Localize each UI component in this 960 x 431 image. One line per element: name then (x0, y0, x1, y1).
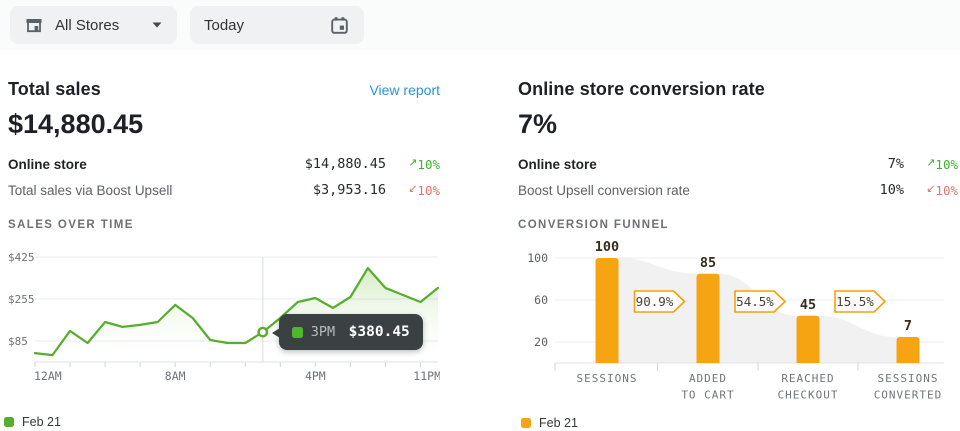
funnel-bar[interactable] (595, 258, 619, 363)
view-report-link[interactable]: View report (369, 82, 440, 98)
delta-value: 10% (417, 156, 440, 172)
tooltip-time: 3PM (310, 324, 336, 341)
x-tick-label: 11PM (413, 369, 440, 383)
arrow-up-icon: ↗ (926, 155, 936, 169)
hover-marker (257, 326, 269, 338)
breakdown-row-online-store: Online store 7% ↗10% (518, 151, 958, 177)
delta-badge: ↗10% (904, 155, 958, 172)
conversion-funnel-chart[interactable]: 100 60 20 100 85 45 7 90.9% 54.5% 15.5% SESSIONS AD… (518, 240, 958, 408)
storefront-icon (26, 19, 42, 33)
funnel-bar[interactable] (796, 315, 820, 363)
sales-chart-legend: Feb 21 (4, 415, 440, 429)
total-sales-header: Total sales View report (8, 79, 440, 101)
row-label: Boost Upsell conversion rate (518, 182, 690, 198)
date-range-button[interactable]: Today (190, 6, 364, 44)
funnel-chart-legend: Feb 21 (521, 416, 958, 430)
conversion-rate-title: Online store conversion rate (518, 79, 765, 99)
step-percentage-label: 54.5% (736, 294, 774, 309)
funnel-category-label: SESSIONS (878, 372, 939, 385)
delta-badge: ↗10% (386, 155, 440, 172)
topbar: All Stores Today (0, 0, 960, 50)
step-percentage-badge (834, 290, 886, 313)
chart-tooltip: 3PM $380.45 (271, 314, 423, 351)
row-value: 10% (879, 182, 904, 198)
y-tick-label: $85 (8, 335, 28, 348)
row-label: Total sales via Boost Upsell (8, 182, 173, 198)
conversion-rate-value: 7% (518, 109, 558, 139)
delta-badge: ↙10% (386, 181, 440, 198)
breakdown-row-boost-upsell: Total sales via Boost Upsell $3,953.16 ↙… (8, 177, 440, 203)
bar-value-label: 45 (800, 297, 816, 313)
y-tick-label: $255 (8, 293, 35, 306)
row-value: $14,880.45 (304, 156, 386, 172)
store-selector-button[interactable]: All Stores (10, 6, 177, 44)
legend-label: Feb 21 (539, 416, 578, 430)
arrow-down-icon: ↙ (926, 181, 936, 195)
step-percentage-badge (734, 290, 786, 313)
tooltip-value: $380.45 (348, 324, 410, 341)
delta-value: 10% (935, 182, 958, 198)
funnel-category-label: TO CART (681, 389, 734, 402)
bar-value-label: 7 (904, 318, 912, 334)
date-range-label: Today (204, 16, 245, 34)
legend-swatch-orange (521, 418, 531, 428)
delta-value: 10% (935, 156, 958, 172)
legend-label: Feb 21 (22, 415, 61, 429)
bar-value-label: 100 (595, 240, 619, 255)
arrow-down-icon: ↙ (408, 181, 418, 195)
y-tick-label: 60 (534, 293, 548, 307)
total-sales-card: Total sales View report $14,880.45 Onlin… (4, 50, 440, 430)
delta-badge: ↙10% (904, 181, 958, 198)
y-tick-label: 100 (527, 251, 548, 265)
conversion-funnel-heading: CONVERSION FUNNEL (518, 219, 669, 231)
total-sales-value: $14,880.45 (8, 109, 144, 139)
series-line (33, 266, 440, 357)
row-label: Online store (518, 156, 597, 172)
x-tick-label: 4PM (305, 369, 326, 383)
legend-swatch-green (4, 417, 14, 427)
arrow-up-icon: ↗ (408, 155, 418, 169)
funnel-bar[interactable] (896, 337, 920, 363)
funnel-category-label: SESSIONS (577, 372, 638, 385)
breakdown-row-online-store: Online store $14,880.45 ↗10% (8, 151, 440, 177)
conversion-funnel-svg[interactable]: 100 60 20 100 85 45 7 90.9% 54.5% 15.5% SESSIONS AD… (518, 240, 958, 408)
row-value: $3,953.16 (312, 182, 386, 198)
x-tick-label: 12AM (34, 369, 62, 383)
step-percentage-badge (633, 290, 686, 313)
funnel-category-label: CHECKOUT (778, 389, 839, 402)
sales-line-chart[interactable]: $425 $255 $85 12AM 8AM 4PM 11PM 3PM $380.45 (8, 240, 440, 390)
funnel-bar[interactable] (696, 273, 720, 363)
conversion-rate-card: Online store conversion rate 7% Online s… (518, 50, 958, 430)
step-percentage-label: 15.5% (836, 294, 874, 309)
row-value: 7% (887, 156, 904, 172)
delta-value: 10% (417, 182, 440, 198)
step-percentage-label: 90.9% (636, 294, 674, 309)
funnel-category-label: CONVERTED (874, 389, 943, 402)
conversion-rate-breakdown: Online store 7% ↗10% Boost Upsell conver… (518, 151, 958, 203)
funnel-category-label: REACHED (781, 372, 834, 385)
funnel-category-label: ADDED (689, 372, 727, 385)
sales-over-time-heading: SALES OVER TIME (8, 219, 134, 231)
total-sales-title: Total sales (8, 79, 101, 99)
breakdown-row-boost-upsell: Boost Upsell conversion rate 10% ↙10% (518, 177, 958, 203)
y-tick-label: 20 (534, 335, 548, 349)
dashboard-content: Total sales View report $14,880.45 Onlin… (0, 50, 960, 430)
row-label: Online store (8, 156, 87, 172)
y-tick-label: $425 (8, 251, 35, 264)
calendar-icon (331, 16, 348, 34)
chevron-down-icon (152, 22, 162, 28)
tooltip-series-swatch (291, 326, 303, 338)
total-sales-breakdown: Online store $14,880.45 ↗10% Total sales… (8, 151, 440, 203)
bar-value-label: 85 (700, 255, 716, 271)
conversion-rate-header: Online store conversion rate (518, 79, 958, 101)
x-tick-label: 8AM (165, 369, 186, 383)
store-selector-label: All Stores (55, 16, 120, 34)
